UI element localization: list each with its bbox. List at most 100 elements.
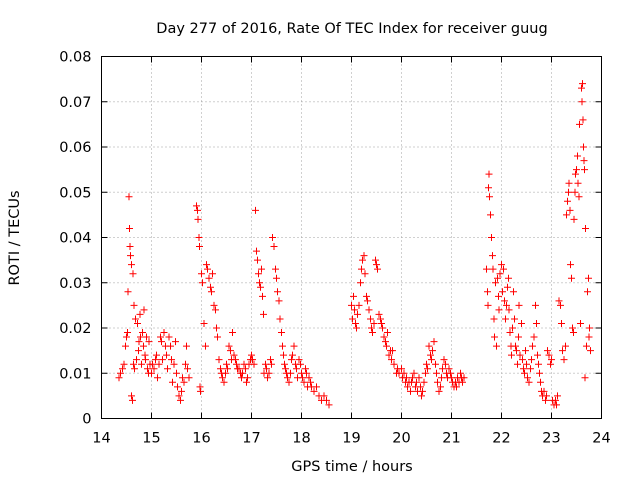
roti-data-point bbox=[232, 356, 239, 364]
roti-data-point bbox=[495, 306, 503, 314]
roti-data-point bbox=[348, 301, 355, 309]
roti-data-point bbox=[280, 351, 287, 359]
roti-data-point bbox=[270, 243, 278, 251]
roti-data-point bbox=[144, 365, 151, 373]
roti-data-point bbox=[493, 342, 500, 350]
roti-data-point bbox=[273, 274, 280, 282]
roti-data-point bbox=[350, 292, 357, 300]
roti-data-point bbox=[135, 347, 142, 355]
roti-data-point bbox=[257, 283, 264, 291]
roti-data-point bbox=[553, 401, 560, 409]
roti-data-point bbox=[516, 351, 524, 359]
roti-data-point bbox=[262, 360, 269, 368]
roti-data-point bbox=[485, 184, 492, 192]
roti-data-point bbox=[511, 315, 518, 323]
roti-data-point bbox=[585, 333, 593, 341]
roti-data-point bbox=[572, 170, 579, 178]
roti-data-point bbox=[500, 265, 507, 273]
x-tick-label: 16 bbox=[192, 431, 210, 447]
roti-data-point bbox=[127, 252, 134, 260]
roti-data-point bbox=[535, 360, 542, 368]
roti-data-point bbox=[220, 378, 228, 386]
roti-data-point bbox=[544, 347, 551, 355]
roti-data-point bbox=[491, 333, 498, 341]
roti-data-point bbox=[117, 369, 124, 377]
roti-data-point bbox=[263, 365, 270, 373]
roti-data-point bbox=[174, 383, 181, 391]
roti-data-point bbox=[150, 365, 158, 373]
roti-data-point bbox=[215, 356, 223, 364]
roti-data-point bbox=[250, 360, 258, 368]
roti-data-point bbox=[567, 261, 574, 269]
roti-data-point bbox=[313, 383, 320, 391]
roti-data-point bbox=[363, 292, 370, 300]
roti-data-point bbox=[404, 383, 411, 391]
roti-data-point bbox=[276, 315, 284, 323]
roti-data-point bbox=[289, 351, 296, 359]
roti-data-point bbox=[375, 310, 383, 318]
roti-data-point bbox=[540, 387, 548, 395]
roti-data-point bbox=[537, 378, 544, 386]
y-axis-label: ROTI / TECUs bbox=[7, 190, 23, 285]
roti-data-point bbox=[353, 324, 360, 332]
roti-data-point bbox=[134, 319, 141, 327]
roti-data-point bbox=[582, 224, 589, 232]
roti-data-point bbox=[249, 356, 256, 364]
roti-data-point bbox=[447, 369, 454, 377]
tick-labels: 14 15 16 17 18 19 20 21 22 23 24 0 0.01 0.02 0.03 0.04 0… bbox=[59, 50, 611, 447]
roti-data-point bbox=[492, 279, 499, 287]
roti-data-point bbox=[159, 356, 166, 364]
roti-data-point bbox=[203, 261, 210, 269]
roti-data-point bbox=[367, 315, 374, 323]
roti-data-point bbox=[372, 256, 379, 264]
roti-data-point bbox=[398, 365, 405, 373]
roti-data-point bbox=[290, 342, 298, 350]
roti-data-point bbox=[566, 206, 574, 214]
roti-data-point bbox=[195, 234, 203, 241]
roti-data-point bbox=[533, 319, 540, 327]
roti-data-point bbox=[578, 84, 585, 92]
x-tick-label: 17 bbox=[242, 431, 260, 447]
y-tick-label: 0.05 bbox=[59, 185, 91, 201]
roti-data-point bbox=[369, 329, 376, 337]
roti-data-point bbox=[204, 265, 211, 273]
roti-data-point bbox=[580, 143, 587, 151]
roti-data-point bbox=[440, 356, 448, 364]
roti-data-point bbox=[422, 369, 429, 377]
y-tick-label: 0.03 bbox=[59, 276, 91, 292]
roti-data-point bbox=[570, 215, 578, 223]
roti-data-point bbox=[310, 387, 318, 395]
roti-data-point bbox=[574, 179, 582, 187]
roti-data-point bbox=[173, 369, 180, 377]
roti-data-point bbox=[253, 247, 260, 255]
roti-data-point bbox=[525, 378, 533, 386]
x-tick-label: 24 bbox=[592, 431, 610, 447]
roti-data-point bbox=[225, 342, 233, 350]
roti-data-point bbox=[514, 360, 521, 368]
roti-data-point bbox=[323, 396, 330, 404]
roti-data-point bbox=[573, 166, 580, 174]
roti-data-point bbox=[254, 256, 261, 264]
roti-data-point bbox=[158, 338, 165, 346]
roti-data-point bbox=[488, 234, 495, 241]
roti-data-point bbox=[279, 342, 286, 350]
roti-data-point bbox=[389, 347, 396, 355]
y-tick-label: 0.06 bbox=[59, 140, 91, 156]
roti-data-point bbox=[377, 315, 384, 323]
roti-data-point bbox=[178, 387, 185, 395]
roti-data-point bbox=[578, 98, 586, 106]
roti-data-point bbox=[175, 392, 183, 400]
roti-data-point bbox=[194, 206, 201, 214]
roti-data-point bbox=[284, 374, 291, 382]
roti-data-point bbox=[503, 301, 510, 309]
roti-data-point bbox=[433, 369, 440, 377]
roti-data-point bbox=[352, 319, 359, 327]
roti-data-point bbox=[148, 369, 155, 377]
roti-data-point bbox=[581, 374, 589, 382]
roti-data-point bbox=[140, 342, 147, 350]
roti-data-point bbox=[168, 356, 175, 364]
roti-data-point bbox=[303, 369, 310, 377]
roti-data-point bbox=[302, 365, 309, 373]
roti-data-point bbox=[383, 342, 390, 350]
